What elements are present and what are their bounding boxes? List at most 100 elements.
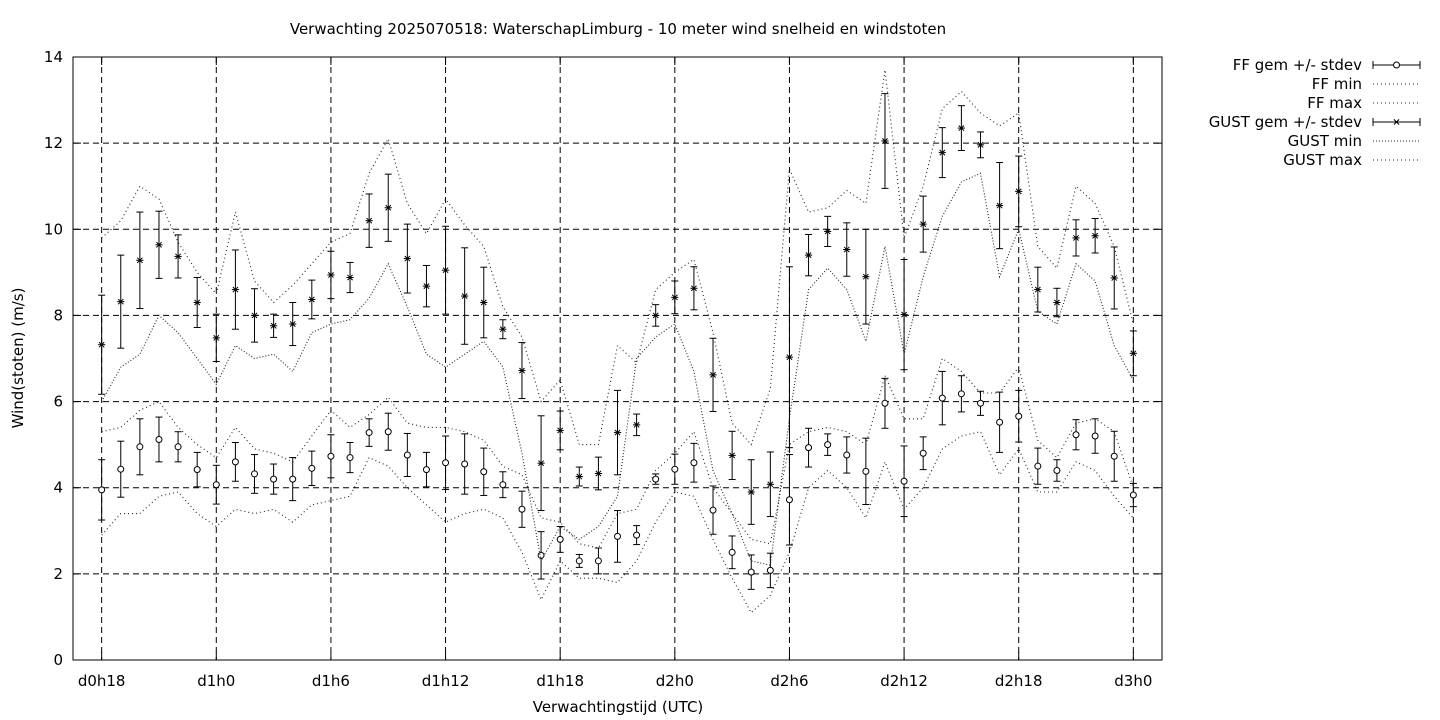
legend-label: GUST gem +/- stdev [1209,113,1362,131]
ff-point [594,557,602,565]
ff-point [996,418,1004,426]
gust-marker [156,241,162,248]
gust-marker [977,141,984,148]
series-2 [101,357,1134,549]
ff-point [1110,452,1118,460]
ff-point [518,505,526,513]
gust-marker [232,286,239,293]
ff-point [614,532,621,540]
ff-point [212,481,220,489]
ff-point [1129,491,1137,499]
y-tick-label: 14 [44,48,63,66]
gust-marker [404,255,411,262]
gust-marker [767,481,774,488]
x-tick-label: d2h0 [656,672,694,690]
ff-point [862,467,870,475]
ff-point [805,444,813,452]
ff-point [957,390,965,398]
x-tick-label: d2h6 [770,672,808,690]
y-tick-label: 10 [44,220,63,238]
ff-point [346,454,354,462]
ff-point [785,496,793,504]
ff-point [442,459,450,467]
gust-marker [423,283,430,290]
gust-marker [939,149,946,156]
ff-point [365,429,373,437]
ff-point [289,475,297,483]
axes: 0 2 4 6 8 10 12 14 d0h18 d1h0 d1h6 d1h12 d1h18 d2h0 d2… [44,48,1162,690]
ff-point [1072,431,1080,439]
x-tick-label: d1h18 [536,672,584,690]
x-tick-label: d1h12 [422,672,470,690]
ff-point [747,568,755,576]
ff-point [480,468,488,476]
gust-marker [576,473,583,480]
gust-marker [519,367,525,374]
x-tick-label: d2h12 [880,672,928,690]
gust-marker [1053,299,1060,306]
grid-lines [73,57,1162,660]
ff-point [881,399,889,407]
gust-marker [385,204,392,211]
gust-marker [614,429,621,436]
legend-label: GUST max [1283,151,1362,169]
gust-marker [882,138,888,144]
gust-marker [480,299,487,306]
y-axis-label: Wind(stoten) (m/s) [9,288,27,429]
y-tick-label: 4 [53,479,63,497]
gust-marker [194,299,201,306]
ff-point [136,443,144,451]
y-tick-label: 8 [53,306,63,324]
gust-marker [958,125,965,132]
gust-marker [98,341,105,348]
x-tick-label: d0h18 [78,672,126,690]
ff-point [709,506,717,514]
plot-series [98,69,1137,614]
legend-label: GUST min [1288,132,1362,150]
gust-marker [920,221,927,228]
ff-point [174,443,182,451]
gust-marker [729,452,736,459]
gust-marker [843,246,850,253]
gust-marker [366,217,373,224]
chart-title: Verwachting 2025070518: WaterschapLimbur… [290,20,946,38]
ff-point [327,452,335,460]
gust-marker [1130,350,1137,357]
legend-label: FF min [1312,75,1362,93]
y-tick-label: 2 [53,565,63,583]
legend-label: FF max [1307,94,1362,112]
ff-point [575,557,583,565]
ff-point [403,451,411,459]
ff-point [977,399,984,407]
gust-marker [633,421,640,428]
ff-point [270,475,278,483]
ff-point [537,551,545,559]
y-tick-label: 12 [44,134,63,152]
ff-point [384,428,392,436]
gust-marker [442,267,449,274]
ff-point [1053,466,1061,474]
gust-marker [786,354,793,361]
gust-marker [175,253,182,260]
x-tick-label: d2h18 [995,672,1043,690]
ff-point [499,481,507,489]
legend-marker [1393,61,1400,69]
gust-marker [347,274,353,281]
ff-point [1091,432,1099,440]
gust-marker [710,371,716,378]
ff-point [766,566,774,574]
x-tick-label: d1h0 [197,672,235,690]
ff-point [556,535,564,543]
series-3 [98,93,1137,525]
gust-marker [117,298,124,305]
gust-marker [996,202,1003,209]
gust-marker [652,312,659,319]
gust-marker [327,271,334,278]
series-line [101,172,1134,566]
gust-marker [308,296,315,303]
series-0 [98,370,1137,590]
ff-point [422,466,430,474]
series-4 [101,172,1134,566]
legend-label: FF gem +/- stdev [1233,56,1362,74]
gust-marker [461,293,468,299]
